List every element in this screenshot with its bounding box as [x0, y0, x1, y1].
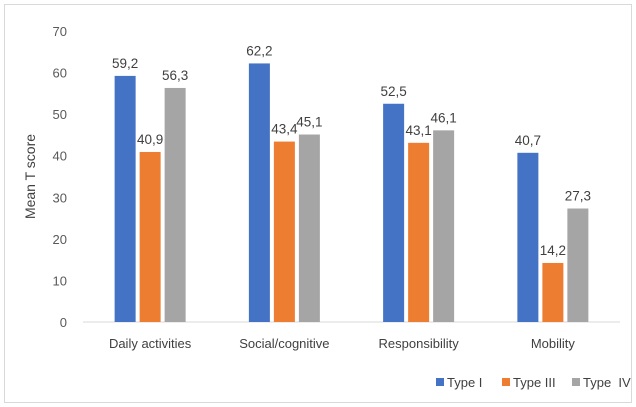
category-label: Daily activities: [109, 336, 192, 351]
data-label: 40,9: [137, 132, 163, 147]
bar: [408, 142, 430, 322]
y-tick-label: 30: [53, 190, 67, 205]
y-axis-ticks: 0 10 20 30 40 50 60 70: [53, 24, 67, 330]
bar: [567, 208, 589, 322]
bar: [383, 103, 405, 322]
data-label: 62,2: [246, 43, 272, 58]
y-tick-label: 70: [53, 24, 67, 39]
y-tick-label: 60: [53, 66, 67, 81]
bar: [433, 130, 455, 322]
bar: [517, 152, 539, 322]
data-label: 43,1: [405, 123, 431, 138]
legend-swatch: [436, 378, 444, 386]
data-label: 46,1: [430, 110, 456, 125]
bar: [248, 63, 270, 322]
data-label: 59,2: [112, 56, 138, 71]
legend-label: Type III: [513, 375, 556, 390]
data-label: 56,3: [162, 68, 188, 83]
data-label: 45,1: [296, 115, 322, 130]
category-labels: Daily activities Social/cognitive Responsi…: [109, 336, 575, 351]
bar: [542, 262, 564, 322]
bars: [114, 63, 589, 323]
legend: Type I Type III Type IV: [436, 375, 631, 390]
legend-swatch: [502, 378, 510, 386]
category-label: Responsibility: [379, 336, 460, 351]
bar: [298, 134, 320, 322]
y-tick-label: 0: [60, 315, 67, 330]
data-labels: 59,2 40,9 56,3 62,2 43,445,1 52,5 43,146,1 40,7…: [112, 43, 591, 258]
data-label: 14,2: [540, 243, 566, 258]
legend-label: Type I: [447, 375, 482, 390]
y-tick-label: 40: [53, 149, 67, 164]
y-tick-label: 20: [53, 232, 67, 247]
bar: [114, 75, 136, 322]
legend-label: Type IV: [583, 375, 631, 390]
data-label: 43,4: [271, 122, 298, 137]
bar: [273, 141, 295, 322]
bar: [164, 87, 186, 323]
bar: [139, 151, 161, 322]
legend-swatch: [572, 378, 580, 386]
y-tick-label: 10: [53, 273, 67, 288]
data-label: 40,7: [515, 133, 541, 148]
y-tick-label: 50: [53, 107, 67, 122]
data-label: 52,5: [380, 84, 406, 99]
y-axis-label: Mean T score: [22, 134, 38, 219]
data-label: 27,3: [565, 189, 591, 204]
category-label: Social/cognitive: [239, 336, 329, 351]
category-label: Mobility: [531, 336, 576, 351]
